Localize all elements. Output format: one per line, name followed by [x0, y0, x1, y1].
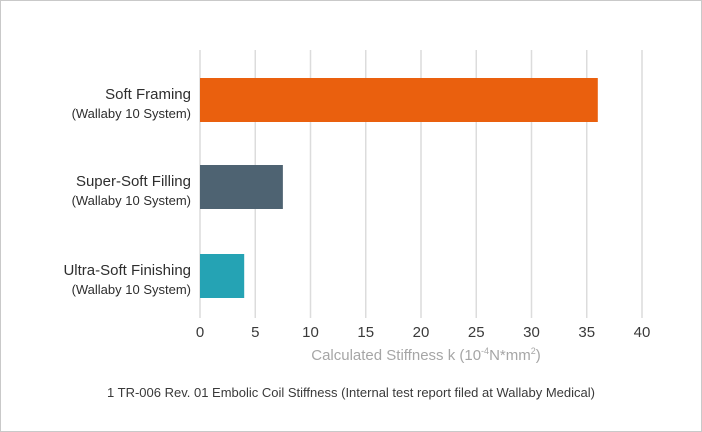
x-tick-label: 5: [251, 324, 259, 341]
x-tick-labels: 0 5 10 15 20 25 30 35 40: [196, 324, 651, 341]
x-axis-label: Calculated Stiffness k (10-4N*mm2): [311, 346, 541, 364]
bar: [200, 254, 245, 298]
footnote: 1 TR-006 Rev. 01 Embolic Coil Stiffness …: [107, 385, 595, 400]
bars: [200, 78, 598, 298]
x-tick-label: 0: [196, 324, 204, 341]
bar: [200, 78, 598, 122]
category-label: Soft Framing: [105, 86, 191, 103]
bar: [200, 165, 283, 209]
x-tick-label: 35: [578, 324, 595, 341]
x-tick-label: 40: [634, 324, 651, 341]
x-tick-label: 20: [413, 324, 430, 341]
category-labels: Soft Framing (Wallaby 10 System) Super-Sof…: [63, 86, 191, 297]
x-tick-label: 15: [357, 324, 374, 341]
category-sublabel: (Wallaby 10 System): [72, 106, 191, 121]
x-tick-label: 30: [523, 324, 540, 341]
category-sublabel: (Wallaby 10 System): [72, 193, 191, 208]
category-sublabel: (Wallaby 10 System): [72, 282, 191, 297]
x-tick-label: 25: [468, 324, 485, 341]
category-label: Ultra-Soft Finishing: [63, 262, 191, 279]
category-label: Super-Soft Filling: [76, 173, 191, 190]
x-tick-label: 10: [302, 324, 319, 341]
